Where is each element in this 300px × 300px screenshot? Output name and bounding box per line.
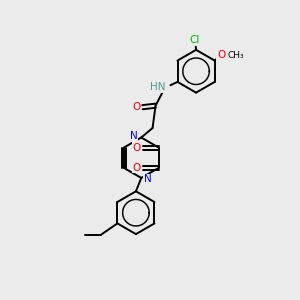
Text: O: O <box>133 163 141 173</box>
Text: O: O <box>132 102 141 112</box>
Text: HN: HN <box>150 82 165 92</box>
Text: N: N <box>144 174 152 184</box>
Text: Cl: Cl <box>189 35 200 45</box>
Text: N: N <box>130 131 138 141</box>
Text: O: O <box>217 50 225 60</box>
Text: O: O <box>133 142 141 153</box>
Text: CH₃: CH₃ <box>228 51 244 60</box>
